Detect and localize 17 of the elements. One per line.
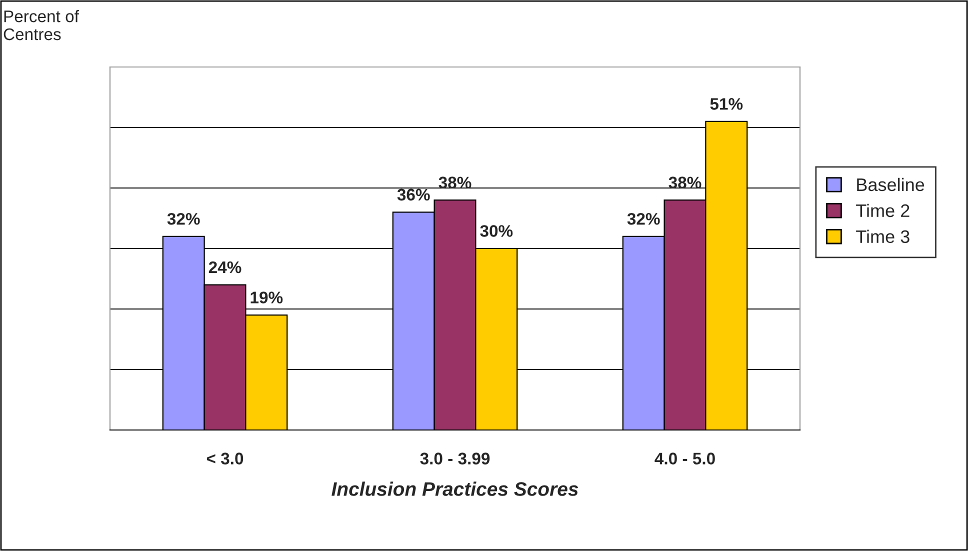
data-label: 32% bbox=[627, 212, 660, 225]
x-tick-label: < 3.0 bbox=[206, 452, 244, 464]
x-axis-title: Inclusion Practices Scores bbox=[332, 482, 578, 496]
x-tick-label: 3.0 - 3.99 bbox=[420, 452, 490, 464]
data-label: 32% bbox=[167, 212, 200, 225]
legend-label: Time 3 bbox=[856, 230, 910, 244]
x-tick-label: 4.0 - 5.0 bbox=[654, 452, 715, 464]
data-label: 51% bbox=[710, 98, 743, 110]
data-label: 36% bbox=[397, 188, 430, 201]
data-label: 19% bbox=[250, 292, 283, 304]
data-label: 38% bbox=[668, 176, 702, 188]
data-label: 30% bbox=[480, 225, 513, 237]
legend-label: Baseline bbox=[857, 178, 924, 192]
legend-label: Time 2 bbox=[856, 204, 910, 218]
y-axis-title: Percent of Centres bbox=[4, 10, 79, 40]
data-label: 38% bbox=[438, 176, 472, 188]
data-label: 24% bbox=[208, 261, 242, 274]
